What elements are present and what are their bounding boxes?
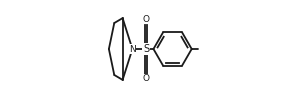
Text: S: S xyxy=(143,44,149,54)
Text: O: O xyxy=(143,74,150,83)
Text: O: O xyxy=(143,15,150,24)
Text: N: N xyxy=(129,44,136,54)
